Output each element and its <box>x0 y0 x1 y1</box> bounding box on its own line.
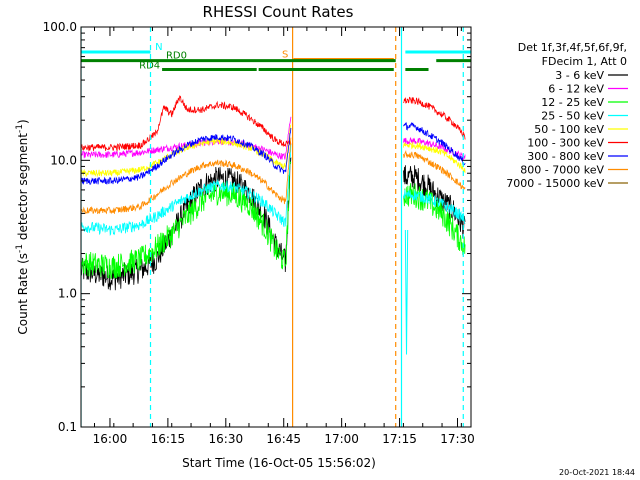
series-line-25-50-kev-pre-gap <box>81 144 292 236</box>
y-axis-label: Count Rate (s-1 detector segment-1) <box>15 119 30 334</box>
series-line-100-300-kev-pre-gap <box>81 95 292 152</box>
series-50-100-kev <box>81 124 466 178</box>
series-line-25-50-kev-post-gap <box>403 189 466 225</box>
flag-label-rd0: RD0 <box>166 51 187 62</box>
dip-spike-0 <box>404 230 409 355</box>
series-line-12-25-kev-pre-gap <box>81 161 292 279</box>
x-tick-label: 16:15 <box>151 432 186 446</box>
legend-label-3-6-kev: 3 - 6 keV <box>555 69 604 82</box>
y-tick-label: 100.0 <box>43 20 77 34</box>
x-tick-label: 16:00 <box>93 432 128 446</box>
y-axis-label-sup2: -1 <box>15 124 25 133</box>
series-line-50-100-kev-pre-gap <box>81 124 292 178</box>
legend-label-50-100-kev: 50 - 100 keV <box>534 123 604 136</box>
y-axis-label-part1: Count Rate (s <box>16 253 30 335</box>
series-line-800-7000-kev-pre-gap <box>81 137 292 215</box>
x-tick-label: 16:45 <box>266 432 301 446</box>
legend-label-800-7000-kev: 800 - 7000 keV <box>520 164 604 177</box>
legend-label-25-50-kev: 25 - 50 keV <box>541 110 604 123</box>
legend-label-300-800-kev: 300 - 800 keV <box>527 150 604 163</box>
flag-label-s: S <box>282 50 288 61</box>
legend-label-6-12-kev: 6 - 12 keV <box>548 83 604 96</box>
y-axis-label-part2: detector segment <box>16 133 30 244</box>
series-25-50-kev <box>81 144 466 236</box>
flag-bar-rd4: RD4 <box>139 60 429 71</box>
flag-bar-n: N <box>81 42 471 54</box>
series-line-300-800-kev-pre-gap <box>81 127 292 185</box>
y-axis-label-part3: ) <box>16 119 30 124</box>
x-tick-label: 17:30 <box>440 432 475 446</box>
legend-label-12-25-kev: 12 - 25 keV <box>541 96 604 109</box>
plot-frame <box>80 26 472 428</box>
series-line-12-25-kev-post-gap <box>403 183 466 256</box>
footer-date: 20-Oct-2021 18:44 <box>559 468 635 477</box>
flag-label-rd4: RD4 <box>139 60 160 71</box>
series-layer <box>81 95 466 355</box>
series-line-3-6-kev-post-gap <box>403 165 466 239</box>
series-800-7000-kev <box>81 137 466 215</box>
series-100-300-kev <box>81 95 466 152</box>
axis-layer: 100.0 10.0 1.0 0.1 16:00 16:15 16:30 16:45 17:00… <box>43 20 475 446</box>
series-line-50-100-kev-post-gap <box>403 141 466 173</box>
series-line-100-300-kev-post-gap <box>403 96 466 140</box>
x-tick-label: 16:30 <box>209 432 244 446</box>
chart-title: RHESSI Count Rates <box>203 3 354 21</box>
legend-header-1: Det 1f,3f,4f,5f,6f,9f, <box>518 41 627 54</box>
flag-label-n: N <box>155 42 162 53</box>
series-line-300-800-kev-post-gap <box>403 121 466 166</box>
x-tick-label: 17:00 <box>324 432 359 446</box>
x-tick-label: 17:15 <box>382 432 417 446</box>
flag-bar-s: S <box>282 50 394 62</box>
y-tick-label: 1.0 <box>58 287 77 301</box>
y-tick-label: 0.1 <box>58 420 77 434</box>
legend: Det 1f,3f,4f,5f,6f,9f, FDecim 1, Att 0 3… <box>506 41 628 190</box>
series-300-800-kev <box>81 121 466 185</box>
marker-layer <box>81 27 464 427</box>
legend-label-100-300-kev: 100 - 300 keV <box>527 137 604 150</box>
legend-header-2: FDecim 1, Att 0 <box>542 55 627 68</box>
series-12-25-kev <box>81 161 466 279</box>
series-line-6-12-kev-pre-gap <box>81 116 292 160</box>
x-axis-label: Start Time (16-Oct-05 15:56:02) <box>182 456 376 470</box>
y-tick-label: 10.0 <box>50 153 77 167</box>
flag-layer: N S RD0 RD4 <box>81 42 471 71</box>
y-axis-label-sup1: -1 <box>15 244 25 253</box>
legend-label-7000-15000-kev: 7000 - 15000 keV <box>506 177 604 190</box>
series-line-800-7000-kev-post-gap <box>403 149 466 190</box>
flag-bar-rd0: RD0 <box>81 51 471 63</box>
